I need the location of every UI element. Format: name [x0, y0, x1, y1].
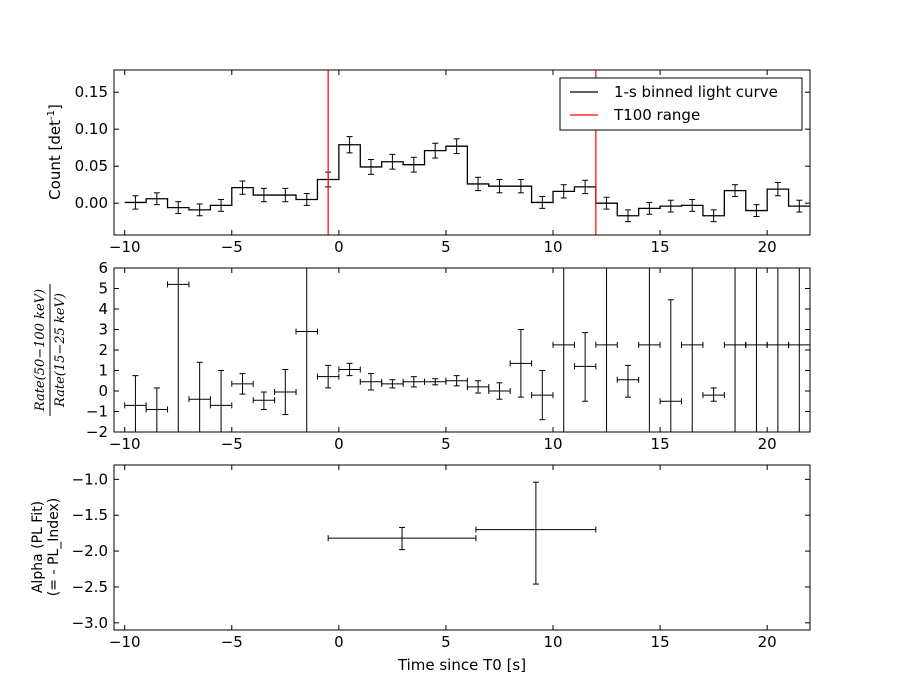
y-tick-label: 0.15: [75, 83, 108, 101]
x-tick-label: 0: [334, 435, 344, 453]
panel2-ylabel-denominator: Rate(15−25 keV): [53, 293, 68, 408]
y-tick-label: 1: [98, 362, 108, 380]
panel1-ylabel-main: Count [det: [46, 120, 64, 200]
legend-label-t100: T100 range: [613, 106, 700, 124]
y-tick-label: −1.0: [72, 470, 108, 488]
axes-frame: [113, 267, 811, 433]
x-tick-label: 15: [651, 633, 670, 651]
y-tick-label: −2: [86, 423, 108, 441]
x-tick-label: 15: [651, 238, 670, 256]
x-tick-label: −10: [109, 238, 141, 256]
x-tick-label: −10: [109, 633, 141, 651]
x-tick-label: 10: [543, 633, 562, 651]
x-tick-label: 20: [758, 435, 777, 453]
x-tick-label: 0: [334, 238, 344, 256]
legend-label-light-curve: 1-s binned light curve: [614, 83, 778, 101]
plot-area: [327, 481, 597, 585]
x-tick-label: 5: [441, 633, 451, 651]
y-tick-label: 0.10: [75, 120, 108, 138]
y-tick-label: −2.0: [72, 542, 108, 560]
axes-frame: [113, 69, 811, 236]
panel1-ylabel-sup: -1: [46, 110, 57, 120]
y-tick-label: 5: [98, 280, 108, 298]
plot-area: [124, 268, 810, 432]
y-tick-label: 0: [98, 382, 108, 400]
x-tick-label: −5: [221, 633, 243, 651]
y-tick-label: 6: [98, 259, 108, 277]
y-tick-label: 0.00: [75, 194, 108, 212]
axes-frame: [113, 464, 811, 631]
legend-box: [559, 77, 803, 131]
y-tick-label: 0.05: [75, 157, 108, 175]
y-tick-label: −1: [86, 403, 108, 421]
legend: 1-s binned light curve T100 range: [559, 77, 803, 131]
x-tick-label: 20: [758, 238, 777, 256]
y-tick-label: −2.5: [72, 578, 108, 596]
x-tick-label: 20: [758, 633, 777, 651]
panel1-ylabel: Count [det-1]: [46, 104, 64, 200]
x-tick-label: 5: [441, 238, 451, 256]
x-tick-label: −5: [221, 435, 243, 453]
x-tick-label: 10: [543, 238, 562, 256]
x-tick-label: 15: [651, 435, 670, 453]
panel2-ylabel-numerator: Rate(50−100 keV): [33, 289, 48, 412]
y-tick-label: 2: [98, 341, 108, 359]
y-tick-label: −3.0: [72, 614, 108, 632]
panel2-ylabel: Rate(50−100 keV) Rate(15−25 keV): [33, 284, 68, 416]
panel-light-curve: −10 −5 0 5 10 15 20 0.00 0.05 0.10 0.15: [75, 69, 811, 256]
x-axis-label: Time since T0 [s]: [397, 656, 526, 674]
panel1-ylabel-end: ]: [46, 104, 64, 110]
x-tick-label: −10: [109, 435, 141, 453]
panel3-ylabel-line1: Alpha (PL Fit): [30, 501, 46, 593]
panel-alpha: −10 −5 0 5 10 15 20 −3.0 −2.5 −2.0 −1.5 −1.0: [72, 464, 811, 651]
x-tick-label: 0: [334, 633, 344, 651]
y-tick-label: 3: [98, 321, 108, 339]
y-tick-label: 4: [98, 300, 108, 318]
light-curve-step: [124, 144, 810, 217]
x-tick-label: 10: [543, 435, 562, 453]
panel3-ylabel-line2: (= - PL_Index): [46, 498, 62, 596]
x-tick-label: 5: [441, 435, 451, 453]
panel3-ylabel: Alpha (PL Fit) (= - PL_Index): [30, 498, 62, 596]
y-tick-label: −1.5: [72, 506, 108, 524]
x-tick-label: −5: [221, 238, 243, 256]
